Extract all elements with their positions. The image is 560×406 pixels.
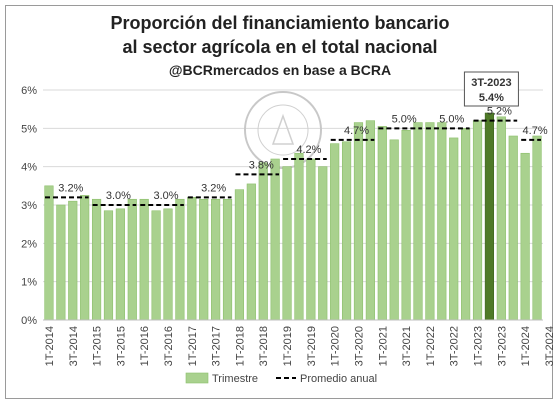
average-label: 3.2%	[58, 182, 83, 194]
legend-label: Trimestre	[212, 373, 258, 385]
x-tick-label: 3T-2014	[68, 326, 80, 366]
bar	[80, 195, 90, 321]
x-tick-label: 3T-2020	[353, 326, 365, 366]
bar	[115, 208, 125, 321]
y-tick-label: 4%	[21, 162, 37, 174]
bar	[211, 198, 221, 321]
x-tick-label: 1T-2018	[234, 326, 246, 366]
bar	[68, 200, 78, 321]
y-tick-label: 0%	[21, 315, 37, 327]
average-label: 5.0%	[439, 113, 464, 125]
x-tick-label: 1T-2022	[425, 326, 437, 366]
seal-icon	[244, 91, 322, 169]
bar	[44, 185, 54, 321]
chart-title-line2: al sector agrícola en el total nacional	[122, 37, 438, 57]
x-tick-label: 3T-2018	[258, 326, 270, 366]
bar	[246, 183, 256, 321]
bar	[175, 198, 185, 321]
y-tick-label: 6%	[21, 85, 37, 97]
bar	[353, 122, 364, 321]
average-label: 4.7%	[523, 125, 548, 137]
bar	[234, 189, 245, 321]
average-label: 3.8%	[249, 159, 274, 171]
bar	[508, 135, 518, 321]
x-tick-label: 1T-2014	[44, 326, 56, 366]
x-tick-label: 1T-2017	[187, 326, 199, 366]
seal-emblem	[271, 113, 295, 145]
average-label: 3.0%	[154, 190, 179, 202]
bar	[472, 120, 483, 321]
x-tick-label: 1T-2024	[520, 326, 532, 366]
average-label: 4.7%	[344, 125, 369, 137]
chart-title: Proporción del financiamiento bancario	[110, 13, 450, 33]
bar	[330, 143, 340, 321]
bar	[294, 152, 304, 321]
average-label: 3.2%	[201, 182, 226, 194]
bar	[139, 198, 149, 321]
bar	[437, 122, 447, 321]
highlight-callout-box	[463, 71, 519, 107]
average-label: 4.2%	[296, 144, 321, 156]
bar	[127, 198, 137, 321]
x-tick-label: 3T-2023	[496, 326, 508, 366]
bar	[187, 197, 197, 321]
average-label: 5.2%	[487, 106, 512, 118]
highlight-callout-value: 5.4%	[479, 92, 504, 104]
legend-label: Promedio anual	[300, 373, 377, 385]
bar	[270, 158, 280, 321]
x-tick-label: 3T-2017	[211, 326, 223, 366]
y-tick-label: 2%	[21, 238, 37, 250]
bar	[103, 210, 114, 321]
bar	[449, 137, 459, 321]
y-tick-label: 1%	[21, 277, 37, 289]
bar	[91, 198, 102, 321]
bar	[413, 122, 423, 321]
x-tick-label: 3T-2015	[115, 326, 127, 366]
average-label: 5.0%	[392, 113, 417, 125]
bar	[163, 208, 173, 321]
seal-inner-ring	[257, 104, 309, 156]
bar	[306, 158, 316, 321]
bar	[461, 128, 471, 321]
x-tick-label: 1T-2023	[473, 326, 485, 366]
x-tick-label: 3T-2024	[544, 326, 556, 366]
legend-swatch-bar	[185, 372, 209, 384]
bar	[199, 198, 209, 321]
bar	[532, 135, 542, 321]
highlight-callout-label: 3T-2023	[471, 77, 511, 89]
bar	[318, 166, 328, 321]
bar	[151, 210, 161, 321]
bar	[496, 116, 506, 321]
bar	[425, 122, 435, 321]
bar	[258, 162, 268, 321]
bar	[222, 198, 233, 321]
bar	[56, 204, 66, 321]
x-tick-label: 1T-2016	[139, 326, 151, 366]
bar	[401, 129, 411, 321]
chart-subtitle: @BCRmercados en base a BCRA	[168, 62, 392, 78]
bar	[341, 141, 352, 321]
bar	[520, 152, 530, 321]
y-tick-label: 5%	[21, 123, 37, 135]
x-tick-label: 1T-2015	[92, 326, 104, 366]
average-label: 3.0%	[106, 190, 131, 202]
x-tick-label: 1T-2021	[377, 326, 389, 366]
x-tick-label: 1T-2019	[282, 326, 294, 366]
bar	[377, 126, 387, 321]
bar	[389, 139, 399, 321]
x-tick-label: 1T-2020	[330, 326, 342, 366]
bar	[365, 120, 375, 321]
x-tick-label: 3T-2016	[163, 326, 175, 366]
y-tick-label: 3%	[21, 200, 37, 212]
x-tick-label: 3T-2021	[401, 326, 413, 366]
x-tick-label: 3T-2019	[306, 326, 318, 366]
bar-highlight	[484, 112, 495, 321]
bar	[282, 166, 292, 321]
x-tick-label: 3T-2022	[449, 326, 461, 366]
